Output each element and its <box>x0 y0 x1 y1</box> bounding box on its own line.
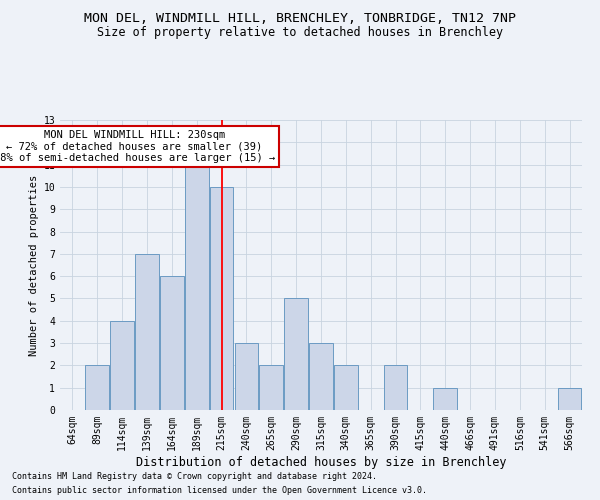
Text: MON DEL WINDMILL HILL: 230sqm
← 72% of detached houses are smaller (39)
28% of s: MON DEL WINDMILL HILL: 230sqm ← 72% of d… <box>0 130 275 163</box>
Text: Contains HM Land Registry data © Crown copyright and database right 2024.: Contains HM Land Registry data © Crown c… <box>12 472 377 481</box>
Bar <box>433 388 457 410</box>
Text: Contains public sector information licensed under the Open Government Licence v3: Contains public sector information licen… <box>12 486 427 495</box>
Text: Size of property relative to detached houses in Brenchley: Size of property relative to detached ho… <box>97 26 503 39</box>
Bar <box>185 164 209 410</box>
Bar <box>558 388 581 410</box>
Bar <box>135 254 159 410</box>
Bar <box>235 343 258 410</box>
Text: MON DEL, WINDMILL HILL, BRENCHLEY, TONBRIDGE, TN12 7NP: MON DEL, WINDMILL HILL, BRENCHLEY, TONBR… <box>84 12 516 26</box>
Y-axis label: Number of detached properties: Number of detached properties <box>29 174 39 356</box>
X-axis label: Distribution of detached houses by size in Brenchley: Distribution of detached houses by size … <box>136 456 506 468</box>
Bar <box>259 366 283 410</box>
Bar <box>334 366 358 410</box>
Bar <box>160 276 184 410</box>
Bar <box>284 298 308 410</box>
Bar <box>384 366 407 410</box>
Bar <box>85 366 109 410</box>
Bar <box>110 321 134 410</box>
Bar <box>210 187 233 410</box>
Bar <box>309 343 333 410</box>
